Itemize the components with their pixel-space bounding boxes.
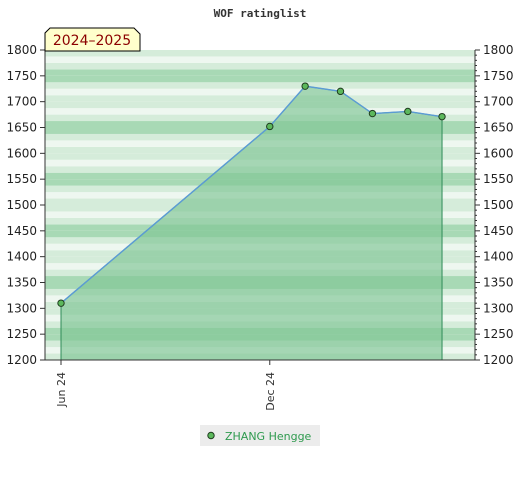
rating-point (266, 122, 274, 131)
rating-point (57, 299, 65, 307)
y-tick-label-right: 1350 (483, 276, 514, 290)
background-band (45, 62, 475, 70)
rating-point (336, 87, 345, 96)
rating-point (404, 107, 412, 116)
background-band (45, 114, 475, 122)
chart-title: WOF ratinglist (214, 7, 307, 20)
background-band (45, 88, 475, 96)
season-label: 2024–2025 (53, 33, 131, 49)
x-tick-label: Jun 24 (55, 372, 68, 408)
y-tick-label: 1450 (6, 224, 37, 238)
y-tick-label: 1500 (6, 198, 37, 212)
rating-point (438, 112, 446, 121)
right-axis: 1200 1250 1300 1350 1400 1450 1500 1550 1600 1650… (474, 43, 514, 367)
y-tick-label-right: 1250 (483, 327, 514, 341)
rating-markers (57, 82, 446, 307)
left-axis: 1200 1250 1300 1350 1400 1450 1500 1550 1600 1650… (6, 43, 46, 367)
y-tick-label: 1800 (6, 43, 37, 57)
y-tick-label: 1700 (6, 95, 37, 109)
y-tick-label: 1250 (6, 327, 37, 341)
y-tick-label: 1300 (6, 301, 37, 315)
season-badge[interactable]: 2024–2025 (44, 27, 141, 52)
rating-point (301, 82, 309, 90)
y-tick-label: 1750 (6, 69, 37, 83)
y-tick-label: 1550 (6, 172, 37, 186)
y-tick-label-right: 1550 (483, 172, 514, 186)
y-tick-label: 1650 (6, 121, 37, 135)
y-tick-label-right: 1800 (483, 43, 514, 57)
y-tick-label: 1200 (6, 353, 37, 367)
background-band (45, 121, 475, 128)
y-tick-label: 1600 (6, 146, 37, 160)
background-band (45, 82, 475, 89)
y-tick-label-right: 1400 (483, 250, 514, 264)
background-band (45, 95, 475, 102)
background-band (45, 50, 475, 57)
legend-marker-icon (207, 431, 215, 440)
background-band (45, 69, 475, 76)
background-band (45, 75, 475, 83)
background-band (45, 56, 475, 63)
y-tick-label-right: 1450 (483, 224, 514, 238)
season-badge-shape (44, 27, 141, 52)
y-tick-label-right: 1650 (483, 121, 514, 135)
y-tick-label-right: 1700 (483, 95, 514, 109)
rating-point (368, 109, 377, 118)
legend-box (200, 425, 320, 446)
bottom-axis: Jun 24 Dec 24 (45, 359, 475, 411)
y-tick-label-right: 1600 (483, 146, 514, 160)
legend[interactable]: ZHANG Hengge (200, 425, 320, 446)
y-tick-label-right: 1750 (483, 69, 514, 83)
background-band (45, 101, 475, 109)
y-tick-label: 1400 (6, 250, 37, 264)
y-tick-label-right: 1200 (483, 353, 514, 367)
background-band (45, 127, 475, 134)
y-tick-label-right: 1500 (483, 198, 514, 212)
y-tick-label: 1350 (6, 276, 37, 290)
legend-series-name: ZHANG Hengge (225, 430, 312, 443)
background-band (45, 108, 475, 115)
x-tick-label: Dec 24 (264, 372, 277, 411)
y-tick-label-right: 1300 (483, 301, 514, 315)
